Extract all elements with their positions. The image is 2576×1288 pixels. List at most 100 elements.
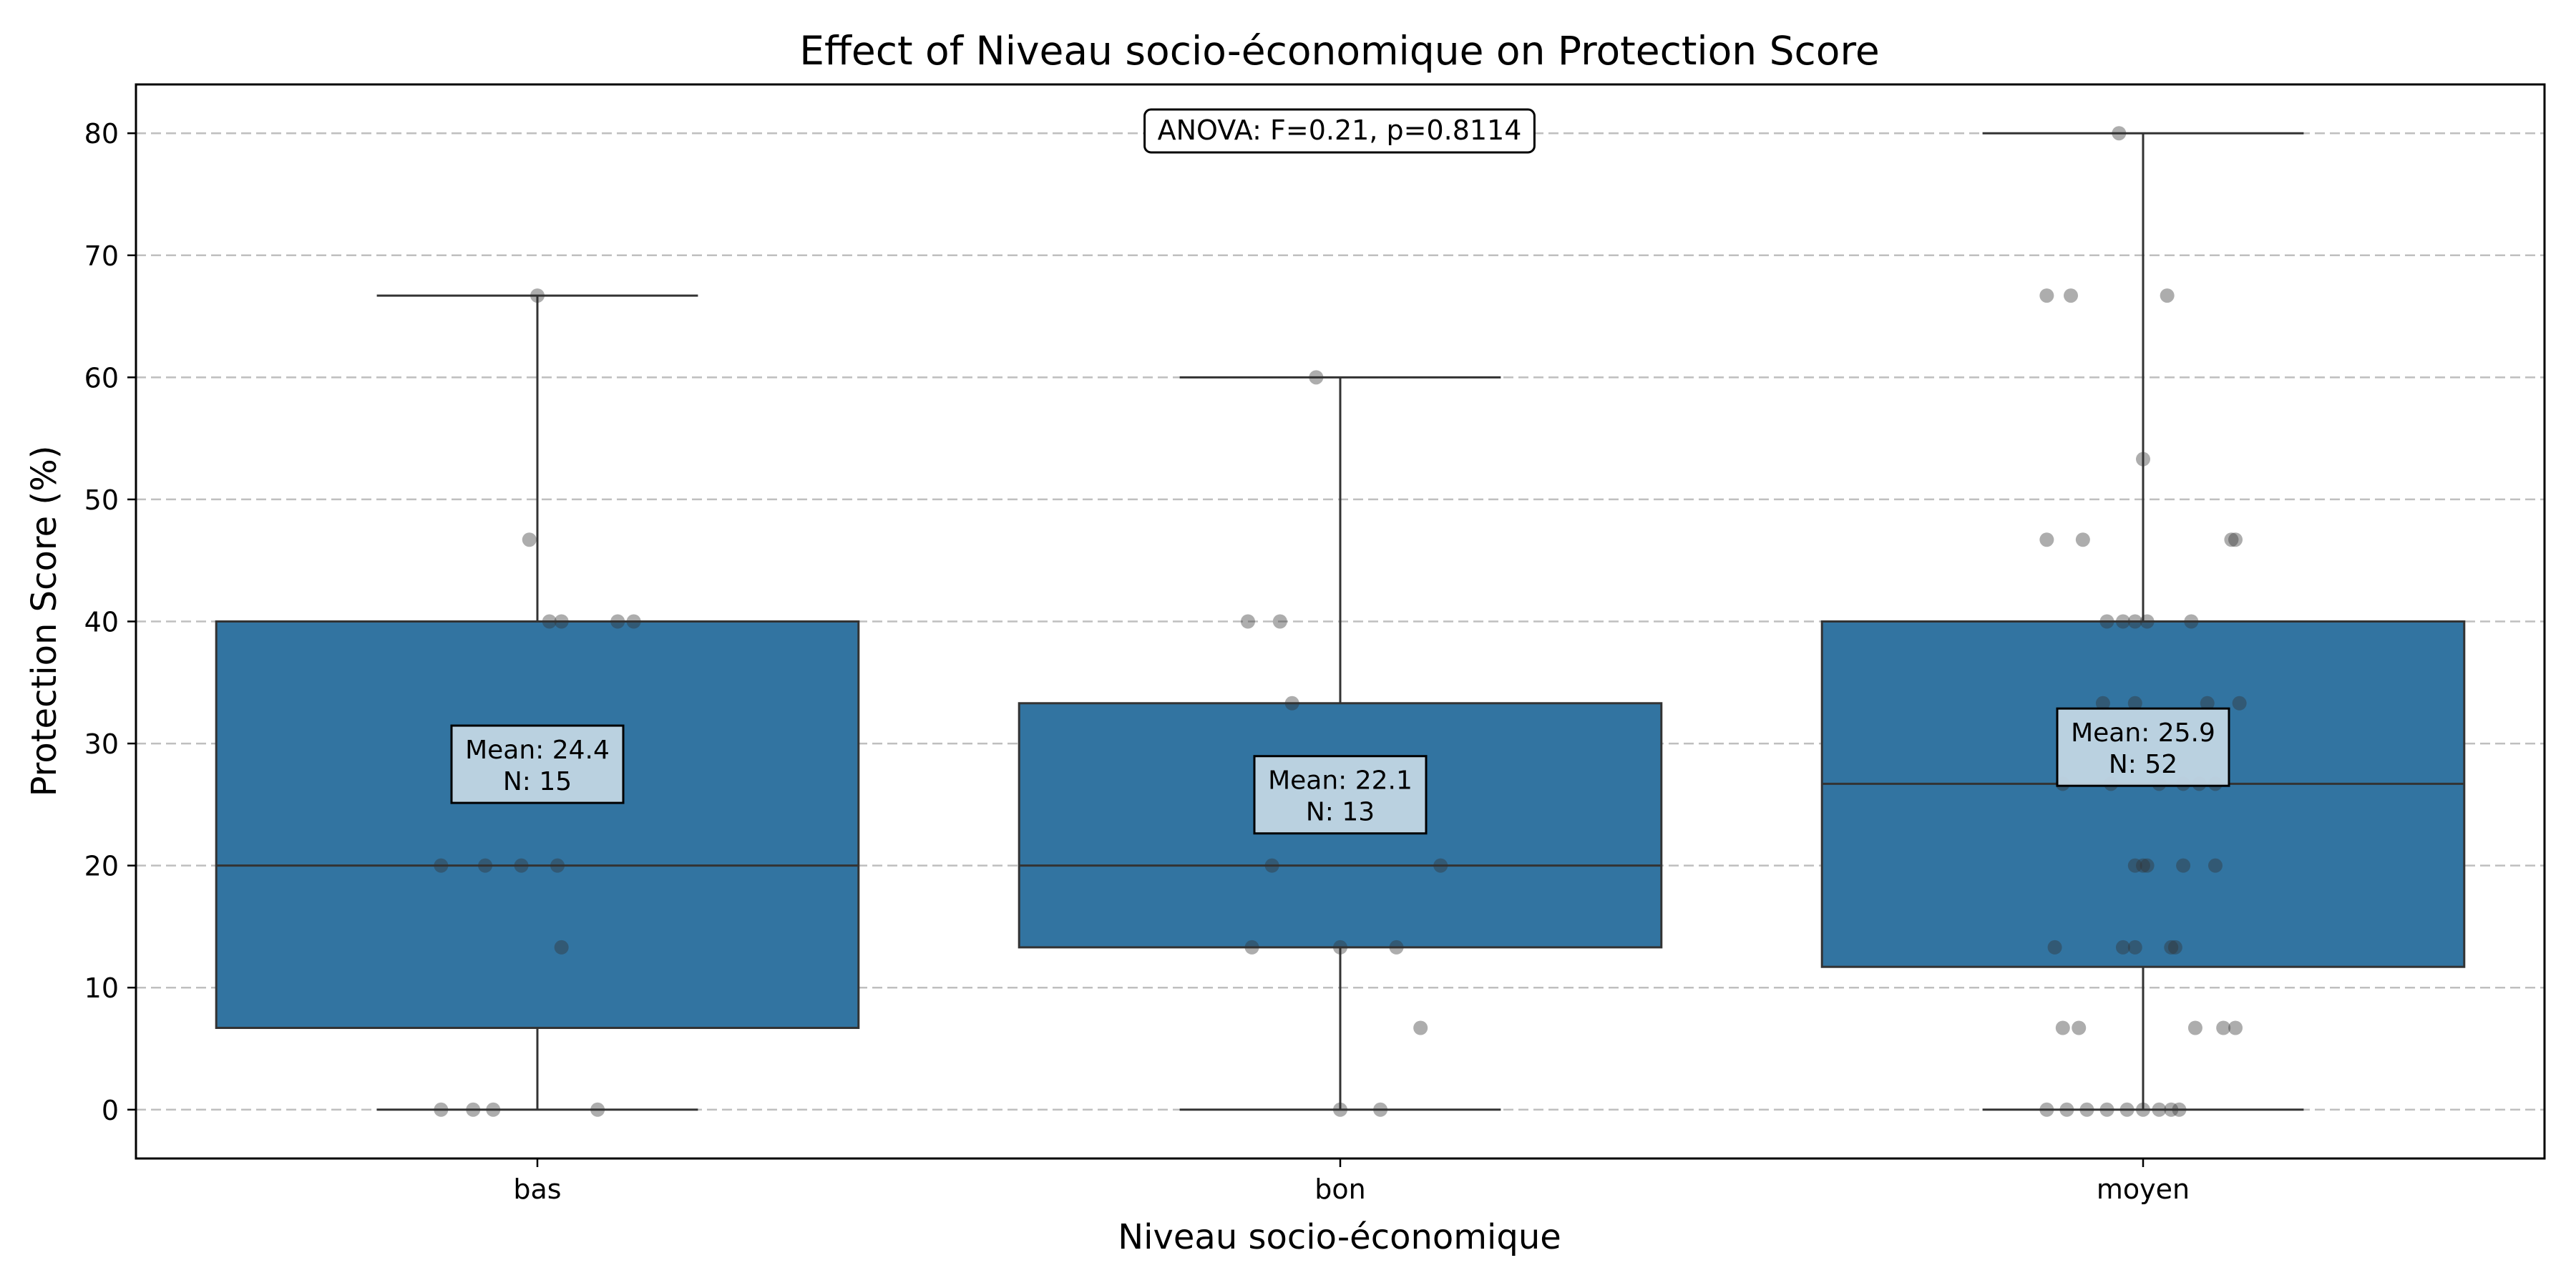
group-moyen-point bbox=[2127, 940, 2142, 955]
group-moyen-point bbox=[2136, 1102, 2150, 1117]
group-moyen-point bbox=[2228, 532, 2243, 547]
group-moyen-point bbox=[2099, 614, 2114, 629]
group-moyen-point bbox=[2187, 1020, 2202, 1035]
y-tick-label-80: 80 bbox=[84, 118, 119, 150]
group-bon-n-text: N: 13 bbox=[1306, 798, 1375, 827]
group-bon-point bbox=[1333, 1102, 1347, 1117]
group-bas-box bbox=[215, 620, 860, 1029]
group-moyen-point bbox=[2039, 1102, 2054, 1117]
group-bon-point bbox=[1240, 614, 1255, 629]
anova-annotation-box bbox=[1143, 108, 1536, 154]
group-moyen-point bbox=[2119, 1102, 2135, 1117]
group-bas-point bbox=[610, 614, 625, 629]
group-moyen-point bbox=[2099, 1102, 2114, 1117]
group-moyen-point bbox=[2172, 1102, 2187, 1117]
group-moyen-point bbox=[2136, 858, 2150, 873]
group-bas-n-text: N: 15 bbox=[503, 767, 572, 796]
group-moyen-point bbox=[2200, 696, 2215, 711]
group-bon-mean-label-box bbox=[1253, 755, 1428, 835]
group-moyen-point bbox=[2140, 614, 2155, 629]
y-tick-label-0: 0 bbox=[102, 1095, 119, 1126]
axes-layer: 0 10 20 30 40 50 60 70 80 bas bon moyen bbox=[84, 83, 2546, 1205]
group-bon-point bbox=[1333, 940, 1347, 955]
plot-frame bbox=[135, 83, 2546, 1160]
group-bas-point bbox=[626, 614, 641, 629]
group-moyen-point bbox=[2224, 532, 2239, 547]
group-moyen-box bbox=[1820, 620, 2466, 968]
group-moyen-point bbox=[2064, 288, 2079, 303]
y-tick-label-70: 70 bbox=[84, 240, 119, 272]
group-moyen-point bbox=[2184, 614, 2199, 629]
group-bon-point bbox=[1433, 858, 1448, 873]
x-axis-label: Niveau socio-économique bbox=[1118, 1217, 1561, 1257]
group-bas-point bbox=[554, 940, 569, 955]
group-bas-mean-text: Mean: 24.4 bbox=[465, 736, 610, 765]
group-moyen-point bbox=[2216, 1020, 2231, 1035]
group-bas-point bbox=[466, 1102, 481, 1117]
group-moyen-point bbox=[2207, 858, 2223, 873]
group-moyen-point bbox=[2115, 940, 2130, 955]
group-bon-point bbox=[1244, 940, 1259, 955]
y-tick-label-10: 10 bbox=[84, 972, 119, 1004]
group-moyen-point bbox=[2039, 532, 2054, 547]
group-bas-point bbox=[478, 858, 493, 873]
group-moyen-point bbox=[2127, 696, 2142, 711]
group-moyen-point bbox=[2072, 1020, 2087, 1035]
group-moyen-point bbox=[2079, 1102, 2094, 1117]
group-moyen-point bbox=[2047, 940, 2062, 955]
y-tick-label-60: 60 bbox=[84, 362, 119, 394]
group-bas-point bbox=[522, 532, 537, 547]
chart-title: Effect of Niveau socio-économique on Pro… bbox=[799, 28, 1879, 74]
group-moyen-point bbox=[2160, 288, 2175, 303]
group-moyen-point bbox=[2055, 1020, 2070, 1035]
group-moyen-point bbox=[2115, 614, 2130, 629]
group-bon-point bbox=[1264, 858, 1279, 873]
group-bas-point bbox=[554, 614, 569, 629]
group-moyen-point bbox=[2075, 532, 2090, 547]
group-bas-point bbox=[550, 858, 565, 873]
group-moyen-point bbox=[2164, 1102, 2179, 1117]
group-moyen-point bbox=[2152, 1102, 2167, 1117]
group-bon-point bbox=[1309, 370, 1324, 385]
group-bas-mean-label-box bbox=[450, 724, 625, 804]
y-axis-label: Protection Score (%) bbox=[24, 446, 64, 797]
group-bon-point bbox=[1272, 614, 1287, 629]
group-bas-point bbox=[434, 858, 449, 873]
anova-annotation-text: ANOVA: F=0.21, p=0.8114 bbox=[1158, 114, 1522, 146]
group-moyen-mean-label-box bbox=[2056, 707, 2230, 787]
group-moyen-point bbox=[2112, 126, 2127, 141]
group-moyen-point bbox=[2127, 858, 2142, 873]
group-moyen-point bbox=[2232, 696, 2247, 711]
group-bon-point bbox=[1284, 696, 1299, 711]
group-moyen-point bbox=[2127, 614, 2142, 629]
group-moyen-point bbox=[2176, 858, 2191, 873]
group-moyen-point bbox=[2136, 452, 2150, 467]
group-bon-point bbox=[1389, 940, 1404, 955]
x-tick-label-bon: bon bbox=[1314, 1174, 1365, 1205]
group-bon-point bbox=[1413, 1020, 1428, 1035]
y-tick-label-30: 30 bbox=[84, 728, 119, 760]
group-moyen-n-text: N: 52 bbox=[2109, 750, 2177, 779]
group-bon-mean-text: Mean: 22.1 bbox=[1268, 766, 1413, 796]
x-tick-label-moyen: moyen bbox=[2097, 1174, 2190, 1205]
y-tick-label-40: 40 bbox=[84, 607, 119, 638]
group-bas-point bbox=[434, 1102, 449, 1117]
group-moyen-point bbox=[2228, 1020, 2243, 1035]
group-moyen-point bbox=[2167, 940, 2182, 955]
group-bas-point bbox=[590, 1102, 605, 1117]
group-moyen-point bbox=[2140, 858, 2155, 873]
group-moyen-point bbox=[2164, 940, 2179, 955]
y-tick-label-20: 20 bbox=[84, 851, 119, 882]
mean-labels-layer: Mean: 24.4N: 15 Mean: 22.1N: 13 Mean: 25.9… bbox=[450, 707, 2230, 835]
x-tick-label-bas: bas bbox=[513, 1174, 561, 1205]
group-bas-point bbox=[530, 288, 545, 303]
group-moyen-mean-text: Mean: 25.9 bbox=[2071, 718, 2215, 748]
group-bas-point bbox=[514, 858, 529, 873]
group-moyen-point bbox=[2039, 288, 2054, 303]
boxes-layer bbox=[215, 132, 2466, 1111]
y-tick-label-50: 50 bbox=[84, 484, 119, 516]
anova-annotation: ANOVA: F=0.21, p=0.8114 bbox=[1143, 108, 1536, 154]
group-moyen-point bbox=[2059, 1102, 2074, 1117]
group-moyen-point bbox=[2095, 696, 2110, 711]
